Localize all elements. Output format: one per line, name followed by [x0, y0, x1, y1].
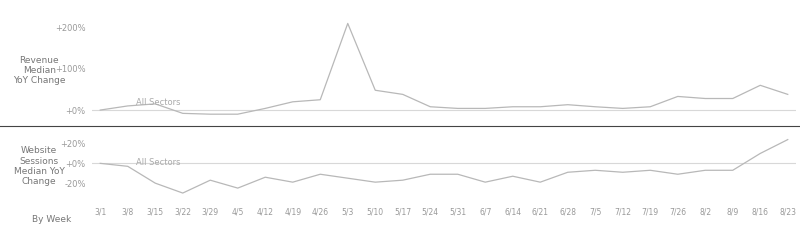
Text: By Week: By Week: [32, 215, 71, 224]
Text: Website
Sessions
Median YoY
Change: Website Sessions Median YoY Change: [14, 146, 65, 186]
Text: All Sectors: All Sectors: [136, 98, 181, 107]
Text: All Sectors: All Sectors: [136, 158, 181, 167]
Text: Revenue
Median
YoY Change: Revenue Median YoY Change: [13, 55, 66, 85]
